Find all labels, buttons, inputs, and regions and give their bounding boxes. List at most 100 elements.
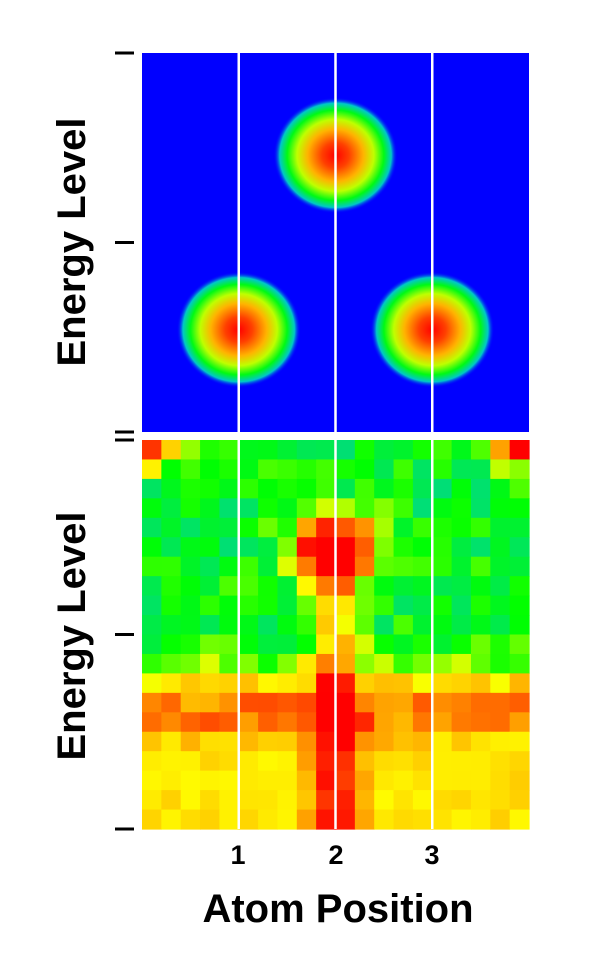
heatmap-cell	[238, 517, 259, 538]
heatmap-cell	[509, 770, 530, 791]
heatmap-cell	[393, 498, 414, 519]
heatmap-cell	[296, 537, 317, 558]
heatmap-cell	[296, 478, 317, 499]
heatmap-cell	[432, 634, 453, 655]
heatmap-cell	[335, 556, 356, 577]
heatmap-cell	[258, 615, 279, 636]
heatmap-cell	[393, 517, 414, 538]
heatmap-cell	[161, 595, 182, 616]
heatmap-cell	[335, 498, 356, 519]
heatmap-cell	[277, 692, 298, 713]
heatmap-cell	[142, 731, 162, 752]
heatmap-cell	[412, 576, 433, 597]
heatmap-cell	[432, 556, 453, 577]
heatmap-cell	[258, 653, 279, 674]
heatmap-cell	[258, 478, 279, 499]
x-tick-labels: 1 2 3	[230, 840, 439, 870]
heatmap-cell	[161, 790, 182, 811]
heatmap-cell	[451, 459, 472, 480]
heatmap-cell	[200, 751, 220, 772]
heatmap-cell	[374, 712, 395, 733]
x-tick-label-3: 3	[424, 840, 439, 870]
heatmap-cell	[316, 537, 337, 558]
heatmap-cell	[490, 751, 511, 772]
heatmap-cell	[432, 790, 453, 811]
heatmap-cell	[258, 537, 279, 558]
heatmap-cell	[412, 790, 433, 811]
heatmap-cell	[200, 692, 220, 713]
heatmap-cell	[470, 517, 491, 538]
heatmap-cell	[374, 615, 395, 636]
heatmap-cell	[161, 498, 182, 519]
top-panel: Energy Level	[50, 51, 529, 434]
heatmap-cell	[393, 712, 414, 733]
heatmap-cell	[393, 731, 414, 752]
heatmap-cell	[316, 595, 337, 616]
heatmap-cell	[412, 673, 433, 694]
heatmap-cell	[180, 809, 201, 830]
heatmap-cell	[509, 517, 530, 538]
heatmap-cell	[470, 673, 491, 694]
heatmap-cell	[490, 537, 511, 558]
heatmap-cell	[354, 712, 375, 733]
heatmap-cell	[238, 634, 259, 655]
heatmap-cell	[335, 751, 356, 772]
heatmap-cell	[219, 770, 240, 791]
heatmap-cell	[219, 731, 240, 752]
heatmap-cell	[432, 653, 453, 674]
heatmap-cell	[335, 615, 356, 636]
heatmap-cell	[161, 653, 182, 674]
heatmap-cell	[238, 556, 259, 577]
heatmap-cell	[142, 517, 162, 538]
heatmap-cell	[432, 440, 453, 461]
heatmap-cell	[200, 595, 220, 616]
heatmap-cell	[219, 498, 240, 519]
heatmap-cell	[451, 576, 472, 597]
top-y-axis-label: Energy Level	[50, 117, 94, 366]
heatmap-cell	[142, 770, 162, 791]
heatmap-cell	[354, 634, 375, 655]
heatmap-cell	[296, 751, 317, 772]
heatmap-cell	[277, 498, 298, 519]
heatmap-cell	[316, 673, 337, 694]
heatmap-cell	[142, 712, 162, 733]
heatmap-cell	[219, 634, 240, 655]
heatmap-cell	[296, 673, 317, 694]
heatmap-cell	[335, 459, 356, 480]
heatmap-cell	[451, 673, 472, 694]
heatmap-cell	[470, 615, 491, 636]
heatmap-cell	[142, 478, 162, 499]
heatmap-cell	[296, 653, 317, 674]
heatmap-cell	[316, 498, 337, 519]
heatmap-cell	[470, 634, 491, 655]
heatmap-cell	[219, 673, 240, 694]
heatmap-cell	[451, 517, 472, 538]
heatmap-cell	[470, 751, 491, 772]
x-axis-label: Atom Position	[202, 887, 473, 931]
heatmap-cell	[219, 576, 240, 597]
heatmap-cell	[412, 615, 433, 636]
heatmap-cell	[490, 556, 511, 577]
heatmap-cell	[393, 653, 414, 674]
heatmap-cell	[142, 498, 162, 519]
heatmap-cell	[412, 478, 433, 499]
heatmap-cell	[277, 459, 298, 480]
heatmap-cell	[161, 692, 182, 713]
heatmap-cell	[142, 537, 162, 558]
heatmap-cell	[180, 770, 201, 791]
heatmap-cell	[354, 653, 375, 674]
heatmap-cell	[316, 576, 337, 597]
heatmap-cell	[258, 634, 279, 655]
heatmap-cell	[490, 595, 511, 616]
heatmap-cell	[238, 790, 259, 811]
heatmap-cell	[238, 809, 259, 830]
heatmap-cell	[432, 731, 453, 752]
heatmap-cell	[374, 498, 395, 519]
heatmap-cell	[470, 595, 491, 616]
heatmap-cell	[354, 517, 375, 538]
heatmap-cell	[509, 615, 530, 636]
heatmap-cell	[509, 692, 530, 713]
heatmap-cell	[277, 653, 298, 674]
heatmap-cell	[219, 751, 240, 772]
heatmap-cell	[142, 673, 162, 694]
